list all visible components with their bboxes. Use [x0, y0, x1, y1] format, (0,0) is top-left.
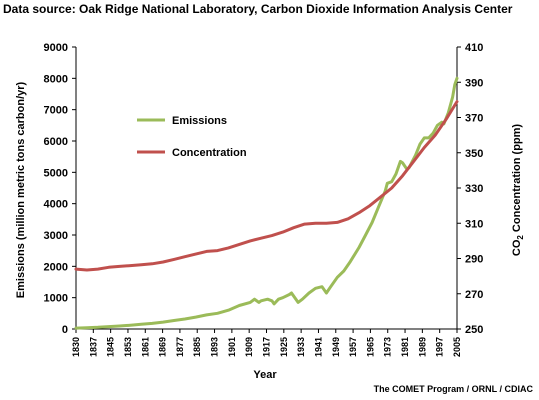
- x-tick-label: 1941: [313, 337, 323, 357]
- concentration-series-line: [74, 100, 459, 272]
- emissions-legend-label: Emissions: [172, 115, 227, 127]
- y2-tick-label: 370: [465, 113, 483, 125]
- y-tick-label: 2000: [44, 261, 68, 273]
- x-tick-label: 1830: [71, 337, 81, 357]
- x-tick-label: 1989: [417, 337, 427, 357]
- x-tick-label: 1853: [123, 337, 133, 357]
- x-tick-label: 1909: [244, 337, 254, 357]
- x-tick-label: 2005: [452, 337, 462, 357]
- y-tick-label: 8000: [44, 73, 68, 85]
- emissions-series-line: [74, 76, 459, 330]
- x-tick-label: 1957: [348, 337, 358, 357]
- credit-caption: The COMET Program / ORNL / CDIAC: [373, 384, 533, 394]
- y2-tick-label: 410: [465, 42, 483, 54]
- y2-tick-label: 350: [465, 148, 483, 160]
- y-tick-label: 4000: [44, 199, 68, 211]
- y2-axis-label: CO2 Concentration (ppm): [511, 124, 525, 257]
- y2-label-co: CO: [511, 239, 523, 256]
- x-tick-label: 1877: [175, 337, 185, 357]
- x-tick-label: 1893: [210, 337, 220, 357]
- x-axis-label: Year: [253, 369, 277, 381]
- concentration-legend-label: Concentration: [172, 147, 247, 159]
- x-tick-label: 1997: [435, 337, 445, 357]
- x-tick-label: 1973: [383, 337, 393, 357]
- y2-tick-label: 390: [465, 77, 483, 89]
- y2-tick-label: 310: [465, 218, 483, 230]
- y2-tick-label: 330: [465, 183, 483, 195]
- x-tick-label: 1869: [158, 337, 168, 357]
- x-tick-label: 1885: [192, 337, 202, 357]
- y-tick-label: 0: [62, 324, 68, 336]
- legend: Emissions Concentration: [137, 115, 247, 159]
- x-tick-label: 1861: [140, 337, 150, 357]
- x-tick-label: 1845: [106, 337, 116, 357]
- x-tick-label: 1949: [331, 337, 341, 357]
- x-tick-label: 1965: [365, 337, 375, 357]
- y-tick-label: 5000: [44, 167, 68, 179]
- data-source-caption: Data source: Oak Ridge National Laborato…: [3, 2, 513, 16]
- x-tick-label: 1917: [262, 337, 272, 357]
- y-tick-label: 1000: [44, 293, 68, 305]
- y-tick-label: 9000: [44, 42, 68, 54]
- y-tick-label: 6000: [44, 136, 68, 148]
- y2-tick-label: 290: [465, 254, 483, 266]
- x-tick-label: 1933: [296, 337, 306, 357]
- axes: 0 1000 2000 3000 4000 5000 6000 7000 8000 9000 250…: [44, 42, 484, 357]
- y-axis-label: Emissions (million metric tons carbon/yr…: [15, 81, 27, 298]
- y2-tick-label: 250: [465, 324, 483, 336]
- x-tick-label: 1837: [88, 337, 98, 357]
- y2-label-rest: Concentration (ppm): [511, 124, 523, 236]
- y-tick-label: 7000: [44, 105, 68, 117]
- x-tick-label: 1901: [227, 337, 237, 357]
- y-tick-label: 3000: [44, 230, 68, 242]
- x-tick-label: 1925: [279, 337, 289, 357]
- y2-label-subscript: 2: [516, 235, 525, 240]
- series-lines: [74, 76, 459, 330]
- y2-tick-label: 270: [465, 289, 483, 301]
- x-tick-label: 1981: [400, 337, 410, 357]
